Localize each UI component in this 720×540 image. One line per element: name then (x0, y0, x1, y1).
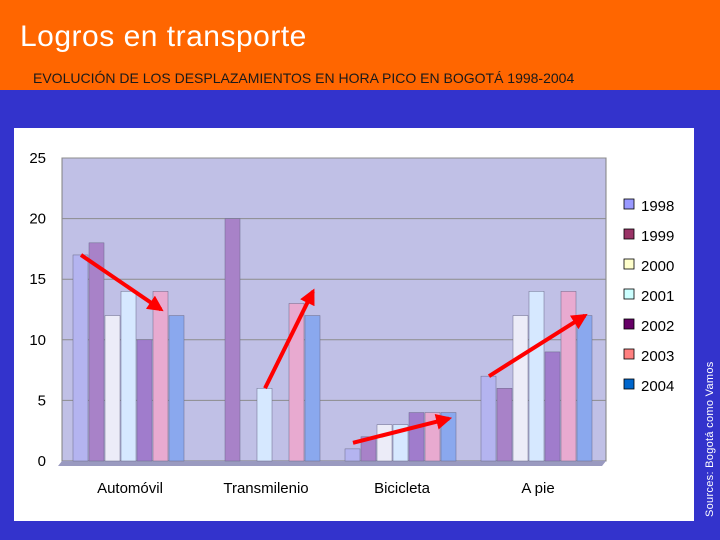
legend-label-2000: 2000 (641, 258, 674, 275)
x-category-label-3: A pie (521, 480, 554, 497)
bar-A pie-2001 (528, 291, 545, 462)
bar-A pie-2002 (544, 351, 561, 462)
legend-swatch-2001 (623, 288, 635, 300)
bar-Automóvil-1999 (88, 242, 105, 462)
legend-swatch-2000 (623, 258, 635, 270)
slide-title: Logros en transporte (20, 20, 307, 53)
y-tick-label-10: 10 (29, 332, 46, 349)
chart-panel: 0 5 10 15 20 25 Automóvil Transmilenio Bicicleta… (14, 128, 694, 521)
bar-Automóvil-2001 (120, 291, 137, 462)
bar-Transmilenio-1999 (224, 218, 241, 462)
bar-Automóvil-1998 (72, 254, 89, 462)
y-tick-label-20: 20 (29, 211, 46, 228)
slide-header: Logros en transporte EVOLUCIÓN DE LOS DE… (0, 0, 720, 90)
x-category-label-2: Bicicleta (374, 480, 431, 497)
y-tick-label-5: 5 (38, 392, 46, 409)
bar-Automóvil-2000 (104, 315, 121, 462)
bar-Transmilenio-2004 (304, 315, 321, 462)
legend-swatch-2002 (623, 318, 635, 330)
trend-arrow-0 (79, 253, 164, 312)
legend-label-2003: 2003 (641, 348, 674, 365)
bar-Automóvil-2004 (168, 315, 185, 462)
bar-A pie-1999 (496, 388, 513, 462)
bar-chart: 0 5 10 15 20 25 Automóvil Transmilenio Bicicleta… (29, 150, 674, 497)
slide-subtitle: EVOLUCIÓN DE LOS DESPLAZAMIENTOS EN HORA… (33, 70, 575, 86)
bar-A pie-1998 (480, 375, 497, 462)
bar-Bicicleta-2002 (408, 412, 425, 462)
bar-Bicicleta-2000 (376, 424, 393, 462)
legend-label-2002: 2002 (641, 318, 674, 335)
bar-Automóvil-2003 (152, 291, 169, 462)
bar-Bicicleta-1999 (360, 436, 377, 462)
legend-label-2004: 2004 (641, 378, 674, 395)
y-tick-label-0: 0 (38, 453, 46, 470)
legend-swatch-2004 (623, 378, 635, 390)
x-category-label-1: Transmilenio (223, 480, 308, 497)
plot-floor (58, 461, 606, 466)
bar-Transmilenio-2003 (288, 303, 305, 462)
bar-A pie-2004 (576, 315, 593, 462)
trend-arrow-2 (352, 413, 453, 445)
trend-arrow-3 (487, 313, 588, 378)
legend-swatch-1999 (623, 228, 635, 240)
y-tick-label-25: 25 (29, 150, 46, 167)
bar-A pie-2000 (512, 315, 529, 462)
legend-swatch-2003 (623, 348, 635, 360)
bar-Bicicleta-1998 (344, 448, 361, 462)
source-note: Sources: Bogotá como Vamos (704, 361, 716, 517)
trend-arrow-1 (263, 288, 315, 390)
y-tick-label-15: 15 (29, 271, 46, 288)
legend-label-1999: 1999 (641, 228, 674, 245)
bar-Automóvil-2002 (136, 339, 153, 462)
legend-swatch-1998 (623, 198, 635, 210)
legend-label-1998: 1998 (641, 198, 674, 215)
legend-label-2001: 2001 (641, 288, 674, 305)
x-category-label-0: Automóvil (97, 480, 163, 497)
bar-Transmilenio-2001 (256, 388, 273, 462)
bar-A pie-2003 (560, 291, 577, 462)
